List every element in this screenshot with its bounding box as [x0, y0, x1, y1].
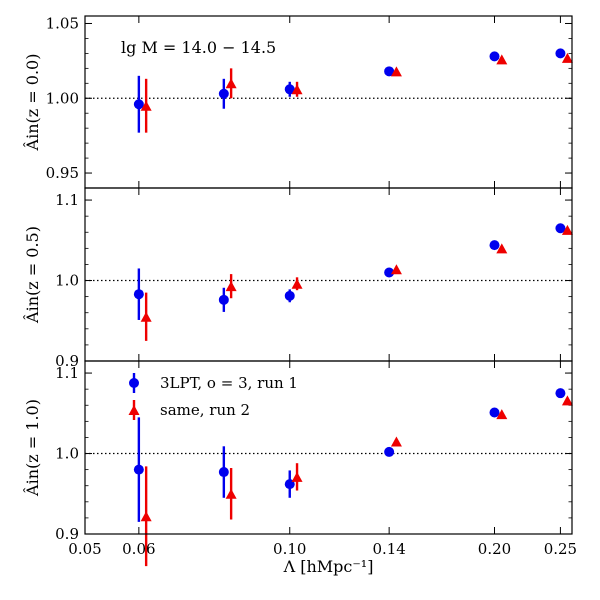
data-point-circle: [384, 446, 395, 457]
data-point-circle: [489, 240, 500, 251]
data-point-triangle: [225, 488, 237, 499]
data-point-triangle: [561, 395, 573, 406]
data-point-triangle: [140, 511, 152, 522]
data-point-triangle: [390, 436, 402, 447]
data-point-circle: [555, 388, 566, 399]
data-point-circle: [218, 88, 229, 99]
data-point-triangle: [225, 78, 237, 89]
data-point-circle: [384, 267, 395, 278]
y-axis-label: Âin(z = 1.0): [22, 399, 42, 497]
y-axis-label: Âin(z = 0.0): [22, 54, 42, 152]
y-tick-label: 0.95: [46, 164, 79, 182]
data-point-triangle: [390, 66, 402, 77]
y-tick-label: 1.1: [55, 191, 79, 209]
legend-marker-triangle: [128, 405, 140, 415]
data-point-circle: [555, 48, 566, 59]
x-tick-label: 0.20: [478, 540, 511, 558]
legend-marker-circle: [129, 378, 139, 388]
data-point-triangle: [140, 311, 152, 322]
x-tick-label: 0.14: [372, 540, 405, 558]
x-tick-label: 0.25: [544, 540, 577, 558]
data-point-triangle: [140, 100, 152, 111]
x-tick-label: 0.05: [68, 540, 101, 558]
x-tick-label: 0.10: [273, 540, 306, 558]
legend: 3LPT, o = 3, run 1 same, run 2: [128, 373, 298, 420]
data-point-triangle: [291, 471, 303, 482]
data-point-triangle: [561, 224, 573, 235]
y-tick-label: 1.00: [46, 89, 79, 107]
data-point-triangle: [496, 243, 508, 254]
panel-2: 0.9 1.0 1.1 Âin(z = 0.5): [22, 187, 573, 370]
y-tick-label: 1.0: [55, 272, 79, 290]
data-point-circle: [489, 51, 500, 62]
data-point-circle: [284, 84, 295, 95]
y-tick-label: 1.1: [55, 364, 79, 382]
data-point-circle: [133, 289, 144, 300]
data-point-triangle: [496, 409, 508, 420]
panel-frame: [84, 187, 573, 362]
legend-label-run2: same, run 2: [160, 401, 250, 419]
y-tick-label: 0.9: [55, 352, 79, 370]
y-tick-label: 1.0: [55, 445, 79, 463]
data-point-triangle: [496, 54, 508, 65]
panel-1: 0.95 1.00 1.05 Âin(z = 0.0) lg M = 14.0 − 14…: [22, 14, 573, 189]
data-point-circle: [133, 99, 144, 110]
data-point-circle: [284, 290, 295, 301]
data-point-circle: [555, 223, 566, 234]
panel-3: 0.9 1.0 1.1 Âin(z = 1.0): [22, 360, 573, 567]
data-point-circle: [133, 464, 144, 475]
x-axis-label: Λ [hMpc⁻¹]: [283, 557, 374, 576]
panel-annotation: lg M = 14.0 − 14.5: [121, 38, 276, 57]
y-axis-label: Âin(z = 0.5): [22, 226, 42, 324]
y-tick-label: 0.9: [55, 525, 79, 543]
data-point-circle: [384, 66, 395, 77]
data-point-triangle: [561, 52, 573, 63]
data-point-circle: [218, 467, 229, 478]
data-point-triangle: [225, 281, 237, 292]
panel-frame: [84, 360, 573, 535]
data-point-triangle: [291, 84, 303, 95]
x-tick-label: 0.06: [122, 540, 155, 558]
data-point-circle: [218, 294, 229, 305]
data-point-circle: [489, 407, 500, 418]
data-point-triangle: [291, 278, 303, 289]
legend-label-run1: 3LPT, o = 3, run 1: [160, 374, 298, 392]
y-tick-label: 1.05: [46, 14, 79, 32]
data-point-triangle: [390, 264, 402, 275]
